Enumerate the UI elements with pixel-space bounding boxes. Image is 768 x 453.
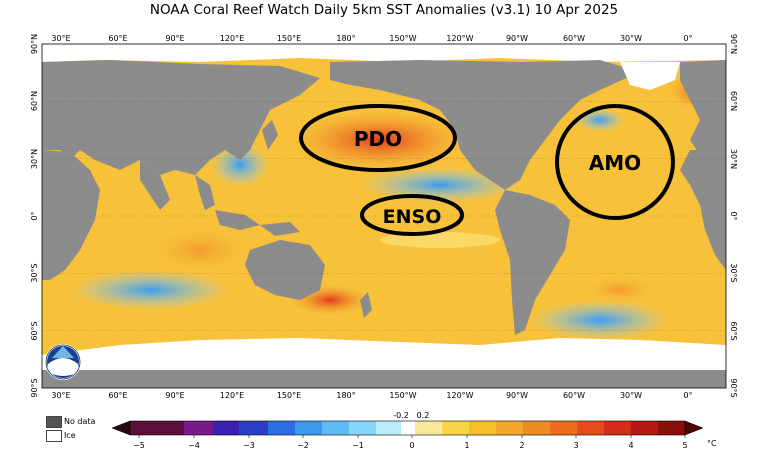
lat-label: 0°	[30, 211, 39, 220]
lon-label: 90°E	[165, 34, 184, 43]
lon-label: 120°E	[220, 34, 244, 43]
south-america-land	[495, 190, 570, 335]
lat-label: 90°S	[30, 378, 39, 397]
lat-label: 60°S	[30, 321, 39, 340]
lon-label: 0°	[683, 391, 692, 400]
labrador-cool-region	[575, 108, 625, 132]
india-land	[140, 160, 170, 210]
lon-label: 180°	[336, 34, 355, 43]
lat-label: 30°N	[30, 149, 39, 169]
no-data-swatch	[46, 416, 62, 428]
africa-west-land	[680, 150, 726, 270]
lon-label: 120°E	[220, 391, 244, 400]
indochina-land	[195, 175, 215, 210]
colorbar-tick: 5	[682, 441, 687, 450]
colorbar-tick: 4	[628, 441, 633, 450]
lat-label: 90°S	[729, 378, 738, 397]
europe-land	[680, 60, 726, 155]
colorbar-small-tick: 0.2	[417, 411, 430, 420]
lat-label: 60°N	[729, 91, 738, 111]
enso-ellipse	[360, 194, 464, 236]
lat-label: 0°	[729, 211, 738, 220]
noaa-logo	[45, 344, 81, 380]
lon-label: 150°E	[277, 34, 301, 43]
lon-label: 60°E	[108, 391, 127, 400]
map-field	[42, 44, 726, 388]
lon-label: 90°W	[506, 391, 528, 400]
colorbar-tick: −2	[297, 441, 309, 450]
south-equatorial-band	[380, 232, 500, 248]
west-pacific-cool-region	[210, 143, 270, 187]
lon-label: 90°E	[165, 391, 184, 400]
eurasia-land	[42, 60, 320, 175]
colorbar-tick: −4	[188, 441, 200, 450]
south-atlantic-warm-region	[580, 275, 660, 305]
ice-swatch	[46, 430, 62, 442]
colorbar: −5 −4 −3 −2 −1 0 1 2 3 4 5 -0.2 0.2 °C	[111, 411, 717, 450]
colorbar-tick: 3	[573, 441, 578, 450]
amo-ellipse	[555, 104, 675, 220]
north-america-land	[330, 60, 640, 190]
colorbar-unit: °C	[707, 439, 717, 448]
amo-label: AMO	[589, 151, 641, 175]
lon-label: 60°E	[108, 34, 127, 43]
lon-label: 150°W	[389, 391, 416, 400]
lat-label: 60°N	[30, 91, 39, 111]
lon-label: 0°	[683, 34, 692, 43]
pdo-label: PDO	[354, 127, 402, 151]
south-atlantic-cool-region	[530, 300, 670, 340]
greenland-ice	[620, 62, 680, 90]
colorbar-tick: 0	[409, 441, 414, 450]
colorbar-tick: 1	[464, 441, 469, 450]
africa-east-land	[42, 150, 100, 280]
east-pacific-cool-region	[360, 167, 520, 203]
lat-label: 30°N	[729, 149, 738, 169]
colorbar-tick: 2	[519, 441, 524, 450]
indian-ocean-warm-region	[140, 225, 260, 275]
lat-label: 30°S	[30, 263, 39, 282]
new-zealand-land	[360, 292, 372, 318]
lon-label: 120°W	[446, 391, 473, 400]
colorbar-tick: −5	[133, 441, 145, 450]
bottom-longitude-labels: 30°E 60°E 90°E 120°E 150°E 180° 150°W 12…	[51, 391, 692, 400]
lon-label: 30°W	[620, 391, 642, 400]
colorbar-tick: −3	[243, 441, 255, 450]
lat-label: 90°N	[30, 34, 39, 54]
new-guinea-land	[260, 222, 300, 236]
australia-land	[245, 240, 325, 300]
lat-label: 90°N	[729, 34, 738, 54]
lat-label: 60°S	[729, 321, 738, 340]
arctic-ice	[42, 44, 726, 62]
lon-label: 90°W	[506, 34, 528, 43]
south-indian-cool-region	[70, 270, 230, 310]
japan-land	[262, 120, 278, 150]
lon-label: 180°	[336, 391, 355, 400]
lon-label: 150°W	[389, 34, 416, 43]
top-longitude-labels: 30°E 60°E 90°E 120°E 150°E 180° 150°W 12…	[51, 34, 692, 43]
antarctica-land	[42, 370, 726, 388]
lat-label: 30°S	[729, 263, 738, 282]
colorbar-high-arrow	[684, 420, 704, 436]
lon-label: 30°W	[620, 34, 642, 43]
lon-label: 30°E	[51, 391, 70, 400]
left-latitude-labels: 90°N 60°N 30°N 0° 30°S 60°S 90°S	[30, 34, 39, 398]
lon-label: 60°W	[563, 391, 585, 400]
lon-label: 60°W	[563, 34, 585, 43]
north-pacific-warm-region	[290, 110, 470, 170]
map-border	[41, 43, 727, 389]
right-latitude-labels: 90°N 60°N 30°N 0° 30°S 60°S 90°S	[729, 34, 738, 398]
lon-label: 30°E	[51, 34, 70, 43]
colorbar-tick: −1	[352, 441, 364, 450]
no-data-label: No data	[64, 417, 96, 426]
map-title: NOAA Coral Reef Watch Daily 5km SST Anom…	[149, 2, 619, 18]
lon-label: 150°E	[277, 391, 301, 400]
enso-label: ENSO	[383, 206, 442, 228]
lon-label: 120°W	[446, 34, 473, 43]
ice-label: Ice	[64, 431, 76, 440]
colorbar-low-arrow	[111, 420, 131, 436]
pdo-ellipse	[299, 104, 457, 172]
indonesia-land	[215, 210, 260, 230]
colorbar-small-tick: -0.2	[393, 411, 409, 420]
